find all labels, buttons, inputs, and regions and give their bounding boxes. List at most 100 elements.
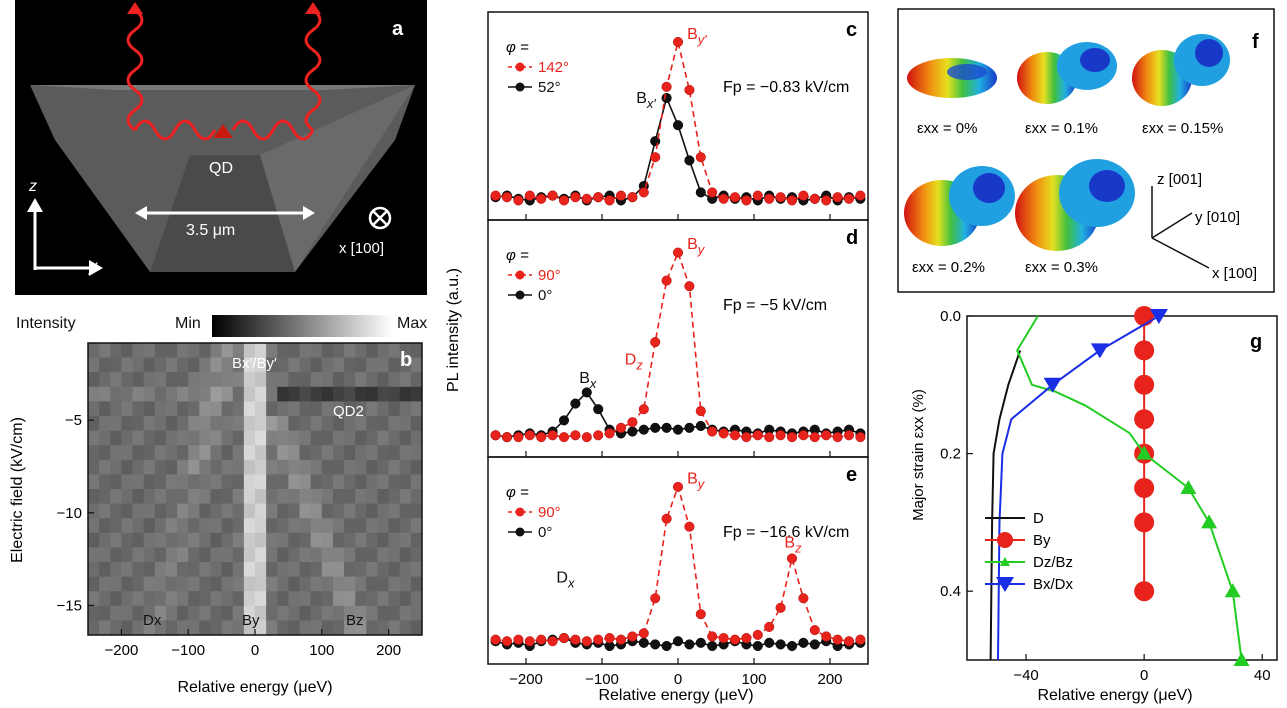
- shape-1: [1017, 42, 1117, 104]
- heatmap-cell: [344, 401, 356, 417]
- data-point: [786, 195, 798, 206]
- heatmap-cell: [110, 372, 122, 388]
- panel-b-label: b: [400, 349, 412, 371]
- heatmap-cell: [199, 503, 211, 519]
- heatmap-cell: [88, 416, 100, 432]
- data-point: [661, 275, 672, 286]
- heatmap-cell: [355, 401, 367, 417]
- heatmap-cell: [377, 503, 390, 519]
- heatmap-cell: [88, 605, 100, 621]
- heatmap-cell: [344, 547, 356, 563]
- heatmap-cell: [321, 343, 334, 359]
- heatmap-cell: [188, 474, 200, 490]
- width-arrow-left-head: [135, 206, 147, 220]
- data-point: [798, 430, 809, 441]
- heatmap-cell: [299, 372, 312, 388]
- legend-label: Dz/Bz: [1033, 554, 1073, 571]
- heatmap-cell: [355, 343, 367, 359]
- data-point: [707, 187, 718, 198]
- heatmap-cell: [344, 605, 356, 621]
- data-point: [821, 195, 832, 206]
- heatmap-cell: [266, 401, 278, 417]
- strain-plot: −40 0 40 0.0 0.2 0.4 D By Dz/Bz Bx/Dx: [940, 306, 1278, 684]
- heatmap-cell: [277, 591, 289, 607]
- heatmap-cell: [88, 343, 100, 359]
- heatmap-cell: [121, 489, 134, 505]
- heatmap-cell: [232, 562, 245, 578]
- heatmap-cell: [332, 576, 345, 592]
- data-point: [684, 521, 695, 532]
- heatmap-cell: [344, 562, 356, 578]
- legend-marker: [996, 577, 1014, 592]
- heatmap-cell: [410, 430, 423, 446]
- heatmap-cell: [299, 386, 312, 402]
- data-point: [695, 187, 706, 198]
- heatmap-cell: [399, 591, 412, 607]
- heatmap-cell: [177, 372, 189, 388]
- peak-label: Bx: [579, 370, 597, 391]
- data-point: [593, 430, 604, 441]
- data-point: [798, 637, 809, 648]
- heatmap-cell: [143, 430, 156, 446]
- heatmap-cell: [388, 386, 401, 402]
- heatmap-cell: [255, 591, 267, 607]
- shape-4: [1015, 159, 1135, 251]
- series-2: [1016, 315, 1243, 661]
- heatmap-cell: [221, 591, 234, 607]
- x-tick-label: 0: [251, 642, 259, 659]
- heatmap-cell: [243, 518, 256, 534]
- panel-g-chart: −40 0 40 0.0 0.2 0.4 D By Dz/Bz Bx/Dx Major strai…: [910, 306, 1278, 704]
- heatmap-cell: [143, 503, 156, 519]
- heatmap-cell: [344, 430, 356, 446]
- heatmap-cell: [388, 518, 401, 534]
- data-point: [707, 640, 718, 652]
- x-tick-label: −200: [509, 671, 543, 688]
- data-point: [581, 193, 592, 204]
- heatmap-cell: [255, 576, 267, 592]
- heatmap-cell: [199, 386, 211, 402]
- heatmap-cell: [366, 532, 378, 548]
- colorbar-title: Intensity: [16, 315, 76, 332]
- heatmap-cell: [288, 430, 301, 446]
- heatmap-cell: [143, 459, 156, 475]
- heatmap-cell: [377, 357, 390, 373]
- heatmap-cell: [165, 474, 178, 490]
- heatmap-cell: [310, 489, 323, 505]
- heatmap-cell: [143, 357, 156, 373]
- heatmap-cell: [366, 372, 378, 388]
- heatmap-cell: [310, 591, 323, 607]
- heatmap-cell: [388, 416, 401, 432]
- data-point: [695, 609, 706, 620]
- heatmap-cell: [232, 343, 245, 359]
- heatmap-cell: [232, 357, 245, 373]
- data-point: [536, 634, 547, 645]
- heatmap-cell: [132, 532, 145, 548]
- heatmap-cell: [299, 489, 312, 505]
- data-point: [570, 192, 581, 203]
- heatmap-cell: [255, 605, 267, 621]
- heatmap-cell: [165, 562, 178, 578]
- heatmap-cell: [154, 547, 167, 563]
- heatmap-cell: [355, 518, 367, 534]
- heatmap-cell: [165, 605, 178, 621]
- heatmap-cell: [332, 401, 345, 417]
- heatmap-cell: [266, 357, 278, 373]
- x-tick-label: −40: [1013, 667, 1038, 684]
- heatmap-cell: [99, 474, 111, 490]
- heatmap-cell: [143, 343, 156, 359]
- heatmap-cell: [355, 620, 367, 636]
- data-point: [661, 81, 672, 92]
- heatmap-cell: [165, 459, 178, 475]
- caption-4: εxx = 0.3%: [1025, 259, 1098, 276]
- heatmap-cell: [177, 343, 189, 359]
- heatmap-cell: [110, 532, 122, 548]
- heatmap-cell: [310, 372, 323, 388]
- heatmap-cell: [243, 386, 256, 402]
- legend-label: 90°: [538, 267, 561, 284]
- heatmap-cell: [332, 372, 345, 388]
- heatmap-cell: [321, 620, 334, 636]
- data-point: [490, 190, 501, 201]
- heatmap-cell: [99, 518, 111, 534]
- data-point: [513, 195, 524, 206]
- data-point: [764, 432, 775, 443]
